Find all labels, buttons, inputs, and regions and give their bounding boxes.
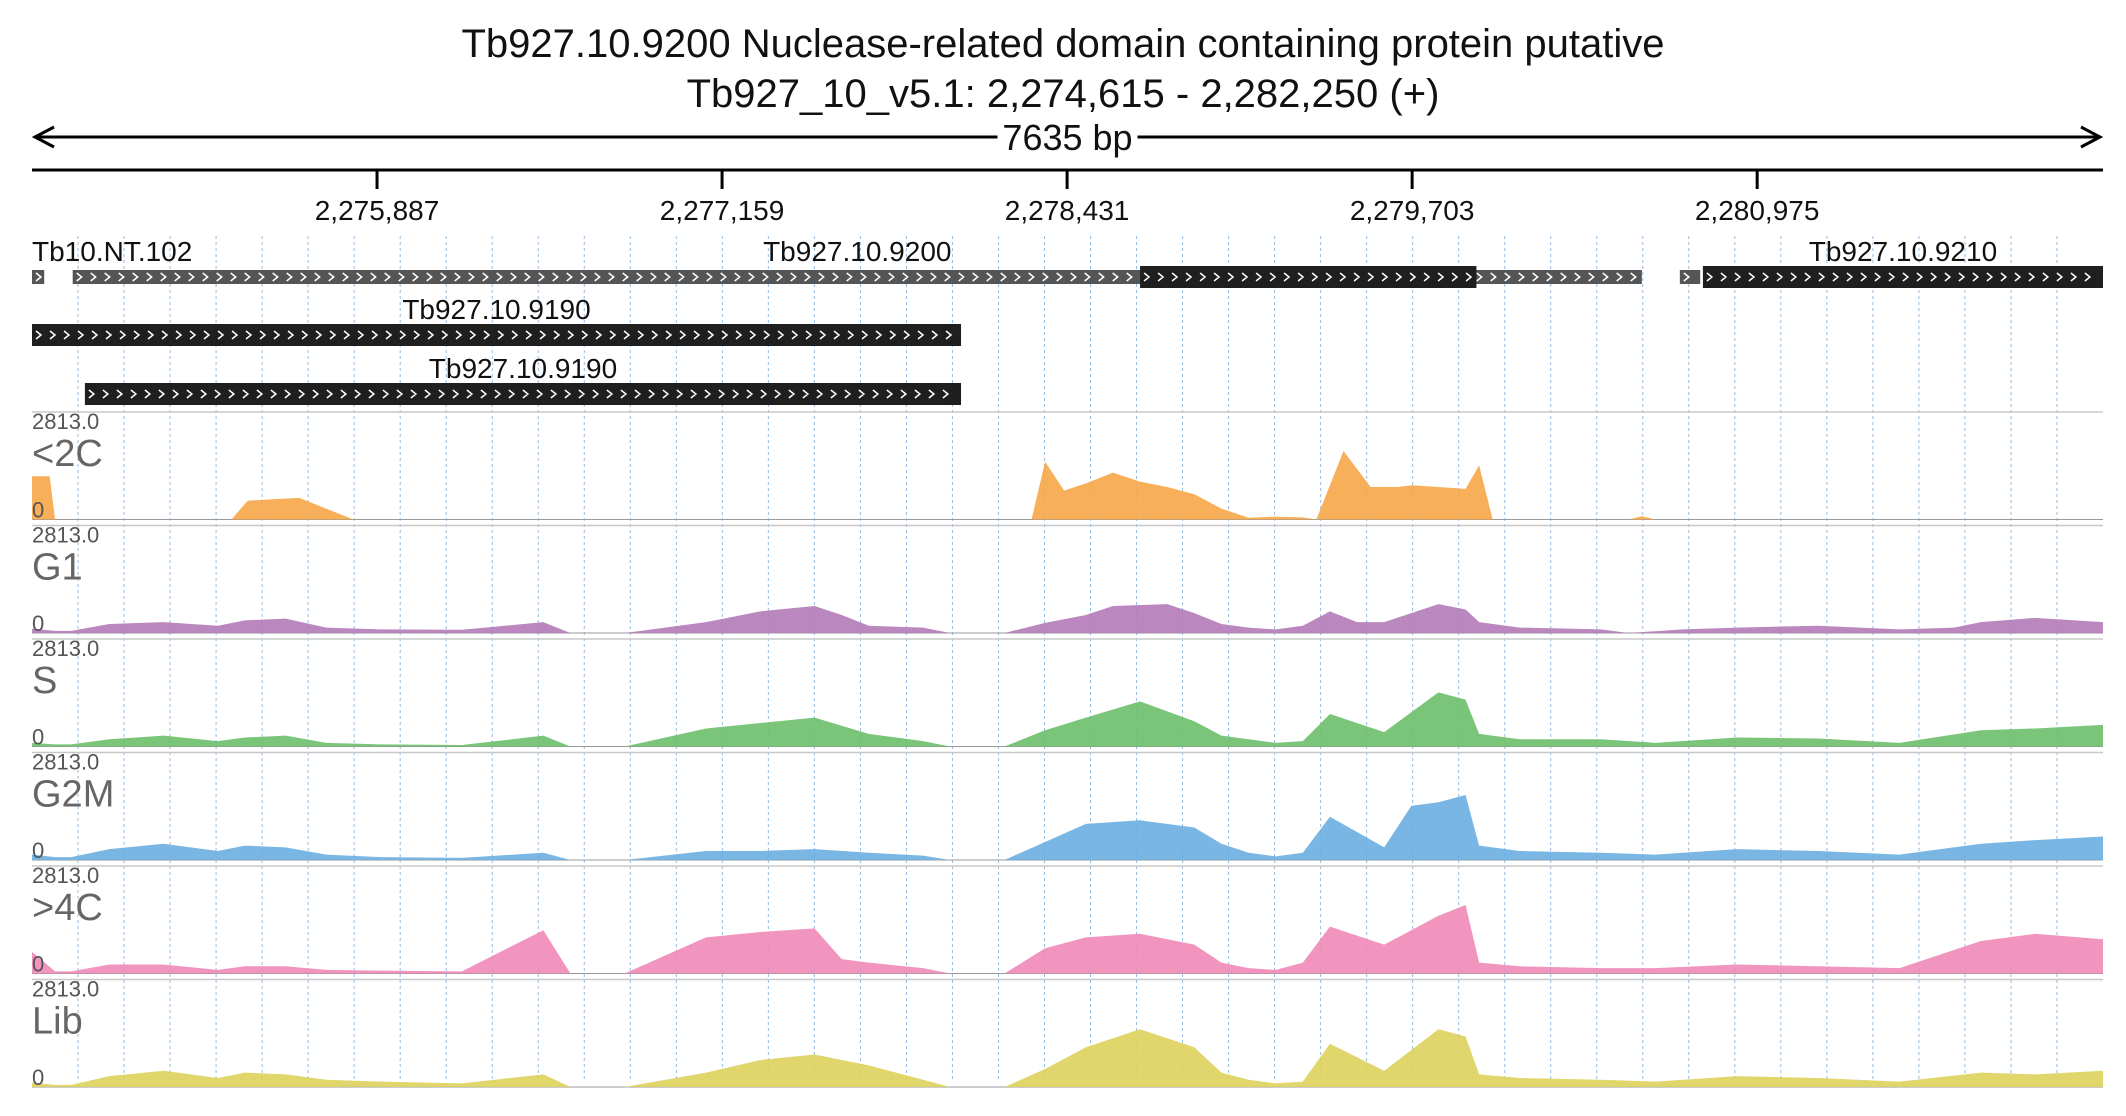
track-max-label: 2813.0: [32, 750, 99, 775]
coverage-area: [32, 904, 2103, 974]
coverage-area: [32, 604, 2103, 633]
span-label-bg: [997, 117, 1138, 157]
track-max-label: 2813.0: [32, 863, 99, 888]
gene-feature: [32, 270, 45, 284]
track-max-label: 2813.0: [32, 977, 99, 1002]
track-name: Lib: [32, 1001, 83, 1043]
coverage-area: [32, 795, 2103, 860]
strand-arrow-icon: [35, 272, 43, 282]
gene-label: Tb927.10.9190: [402, 294, 590, 325]
track-min-label: 0: [32, 952, 44, 977]
coverage-area: [32, 692, 2103, 747]
track-max-label: 2813.0: [32, 523, 99, 548]
track-name: <2C: [32, 433, 103, 475]
gene-label: Tb927.10.9210: [1809, 236, 1997, 267]
ruler-tick-label: 2,279,703: [1350, 195, 1475, 226]
span-label: 7635 bp: [1002, 117, 1132, 158]
strand-arrow-icon: [1683, 272, 1691, 282]
gene-label: Tb10.NT.102: [32, 236, 192, 267]
ruler-tick-label: 2,277,159: [660, 195, 785, 226]
gene-label: Tb927.10.9200: [763, 236, 951, 267]
strand-arrow-icon: [88, 389, 950, 399]
track-min-label: 0: [32, 611, 44, 636]
span-arrow-left-icon: [31, 125, 55, 149]
gene-feature: [84, 383, 962, 405]
track-name: S: [32, 660, 57, 702]
track-max-label: 2813.0: [32, 409, 99, 434]
coverage-area: [32, 1029, 2103, 1087]
track-name: G2M: [32, 774, 114, 816]
track-min-label: 0: [32, 498, 44, 523]
strand-arrow-icon: [1706, 272, 2092, 282]
ruler-tick-label: 2,275,887: [315, 195, 440, 226]
gene-label: Tb927.10.9190: [429, 353, 617, 384]
gene-feature: [1140, 266, 1477, 288]
ruler-tick-label: 2,280,975: [1695, 195, 1820, 226]
locus-location: Tb927_10_v5.1: 2,274,615 - 2,282,250 (+): [686, 72, 1440, 116]
track-name: >4C: [32, 887, 103, 929]
strand-arrow-icon: [35, 330, 953, 340]
ruler-tick-label: 2,278,431: [1005, 195, 1130, 226]
strand-arrow-icon: [1143, 272, 1473, 282]
track-min-label: 0: [32, 1065, 44, 1090]
track-max-label: 2813.0: [32, 636, 99, 661]
track-min-label: 0: [32, 725, 44, 750]
track-min-label: 0: [32, 838, 44, 863]
span-arrow-right-icon: [2080, 125, 2104, 149]
gene-feature: [1702, 266, 2103, 288]
gene-feature: [32, 324, 962, 346]
gene-title: Tb927.10.9200 Nuclease-related domain co…: [461, 22, 1665, 66]
coverage-area: [32, 450, 2103, 520]
track-name: G1: [32, 547, 83, 589]
